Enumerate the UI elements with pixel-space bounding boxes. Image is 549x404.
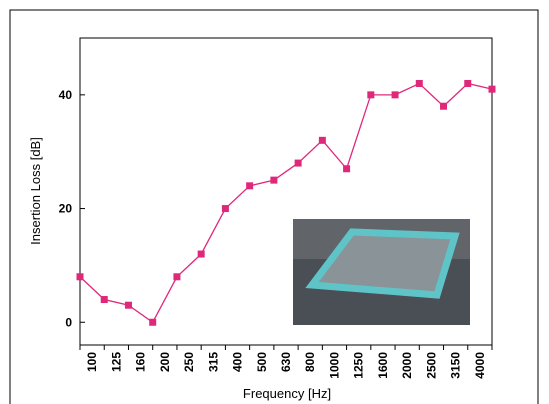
marker xyxy=(125,302,132,309)
marker xyxy=(464,80,471,87)
marker xyxy=(295,160,302,167)
x-tick-label: 160 xyxy=(134,352,148,372)
marker xyxy=(489,86,496,93)
marker xyxy=(198,251,205,258)
marker xyxy=(270,177,277,184)
y-tick-label: 40 xyxy=(59,88,73,102)
x-tick-label: 250 xyxy=(182,352,196,372)
marker xyxy=(149,319,156,326)
x-tick-label: 315 xyxy=(206,352,220,372)
x-tick-label: 4000 xyxy=(473,352,487,379)
x-tick-label: 1000 xyxy=(327,352,341,379)
marker xyxy=(222,205,229,212)
marker xyxy=(343,165,350,172)
x-tick-label: 630 xyxy=(279,352,293,372)
y-axis-label: Insertion Loss [dB] xyxy=(28,137,43,245)
marker xyxy=(101,296,108,303)
marker xyxy=(319,137,326,144)
marker xyxy=(246,182,253,189)
inset-photo xyxy=(293,219,470,325)
y-tick-label: 0 xyxy=(65,315,72,329)
x-axis-label: Frequency [Hz] xyxy=(243,386,331,401)
marker xyxy=(440,103,447,110)
chart: Frequency [Hz] Insertion Loss [dB] 0 20 40… xyxy=(0,0,549,404)
x-tick-label: 200 xyxy=(158,352,172,372)
page: {"chart_data": {"type": "line", "x_label… xyxy=(0,0,549,404)
marker xyxy=(367,91,374,98)
marker xyxy=(77,273,84,280)
x-tick-label: 100 xyxy=(85,352,99,372)
x-tick-label: 800 xyxy=(303,352,317,372)
y-tick-label: 20 xyxy=(59,202,73,216)
x-tick-label: 125 xyxy=(109,352,123,372)
x-tick-label: 400 xyxy=(231,352,245,372)
x-tick-label: 3150 xyxy=(449,352,463,379)
marker xyxy=(416,80,423,87)
x-tick-label: 2000 xyxy=(400,352,414,379)
marker xyxy=(173,273,180,280)
x-tick-label: 1600 xyxy=(376,352,390,379)
x-tick-label: 2500 xyxy=(424,352,438,379)
x-tick-label: 500 xyxy=(255,352,269,372)
x-tick-label: 1250 xyxy=(352,352,366,379)
marker xyxy=(392,91,399,98)
